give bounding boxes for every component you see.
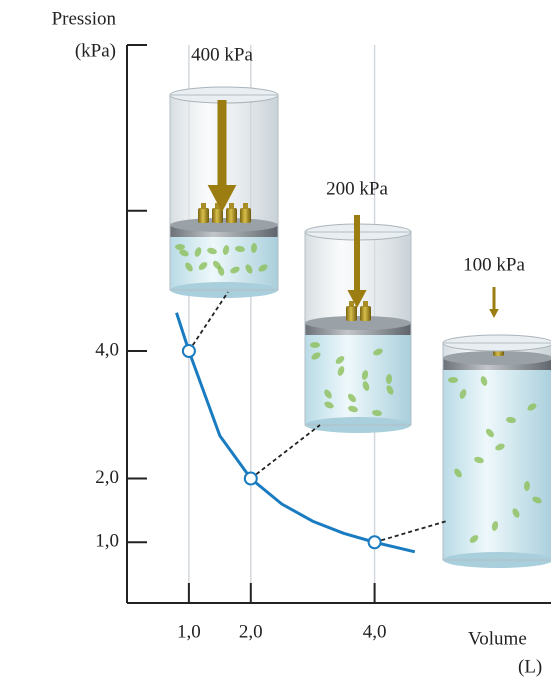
annotation: 400 kPa [191,44,253,65]
cylinder-gas [443,370,551,560]
weight-knob [201,203,206,209]
weight [240,208,251,223]
illustration [170,45,551,603]
annotation: 200 kPa [326,178,388,199]
piston-top [305,316,411,330]
x-axis-label: Volume [468,628,527,649]
weight [346,306,357,321]
connector [375,521,447,542]
weight [198,208,209,223]
molecule [310,342,320,348]
x-tick-label: 1,0 [177,621,201,642]
connector [189,292,228,351]
weight [226,208,237,223]
cylinder-gas [305,335,411,425]
weight-knob [363,301,368,307]
weight-knob [229,203,234,209]
y-tick-label: 4,0 [95,339,119,360]
y-tick-label: 1,0 [95,531,119,552]
cylinder [443,335,551,568]
connector [251,425,320,479]
data-point [369,536,381,548]
y-axis-label: (kPa) [75,40,116,61]
weight-knob [243,203,248,209]
molecule [448,377,458,383]
annotation: 100 kPa [463,254,525,275]
data-point [245,473,257,485]
weight [360,306,371,321]
molecule [175,244,185,250]
force-arrow [489,287,499,318]
arrow-head [489,309,499,318]
data-point [183,345,195,357]
x-tick-label: 4,0 [363,621,387,642]
y-tick-label: 2,0 [95,467,119,488]
y-axis-label: Pression [52,8,117,29]
chart: 400 kPa 200 kPa 100 kPa 1,0 2,0 4,0 1,0 2,0 4,0 P… [0,0,551,686]
x-tick-label: 2,0 [239,621,263,642]
x-axis-label: (L) [518,656,542,677]
weight-knob [349,301,354,307]
piston-top [170,218,278,232]
